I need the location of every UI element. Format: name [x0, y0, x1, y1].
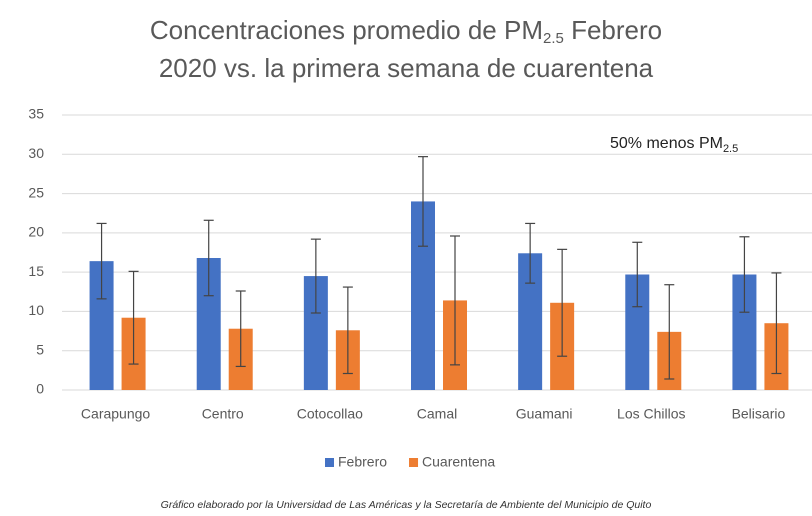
y-tick-label: 5	[36, 341, 44, 357]
x-tick-label: Camal	[417, 406, 457, 422]
title-part: Concentraciones promedio de PM	[150, 15, 543, 45]
y-tick-label: 0	[36, 381, 44, 397]
x-tick-label: Belisario	[732, 406, 786, 422]
chart-title: Concentraciones promedio de PM2.5 Febrer…	[150, 15, 662, 47]
y-tick-label: 20	[28, 224, 44, 240]
y-tick-label: 35	[28, 106, 44, 122]
y-tick-label: 15	[28, 263, 44, 279]
chart-title: 2020 vs. la primera semana de cuarentena	[159, 53, 654, 83]
y-tick-label: 10	[28, 302, 44, 318]
footnote: Gráfico elaborado por la Universidad de …	[161, 499, 652, 511]
annotation-subscript: 2.5	[723, 143, 738, 155]
annotation-part: 50% menos PM	[610, 135, 723, 152]
x-tick-label: Centro	[202, 406, 244, 422]
title-part: Febrero	[564, 15, 662, 45]
legend-swatch	[325, 458, 334, 467]
x-tick-label: Carapungo	[81, 406, 150, 422]
legend-label: Febrero	[338, 454, 387, 470]
x-tick-label: Los Chillos	[617, 406, 685, 422]
annotation: 50% menos PM2.5	[610, 135, 738, 155]
x-tick-label: Cotocollao	[297, 406, 363, 422]
y-tick-label: 25	[28, 184, 44, 200]
legend-label: Cuarentena	[422, 454, 495, 470]
legend-swatch	[409, 458, 419, 467]
y-tick-label: 30	[28, 145, 44, 161]
x-tick-label: Guamani	[516, 406, 573, 422]
title-subscript: 2.5	[543, 30, 564, 47]
